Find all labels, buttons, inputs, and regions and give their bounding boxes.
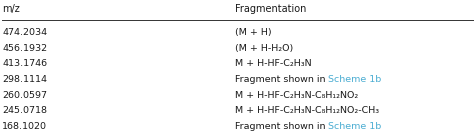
Text: (M + H-H₂O): (M + H-H₂O) [235, 44, 293, 53]
Text: 168.1020: 168.1020 [2, 122, 47, 131]
Text: 260.0597: 260.0597 [2, 91, 47, 100]
Text: 413.1746: 413.1746 [2, 59, 47, 68]
Text: m/z: m/z [2, 4, 20, 14]
Text: (M + H): (M + H) [235, 28, 271, 37]
Text: Scheme 1b: Scheme 1b [328, 75, 382, 84]
Text: 456.1932: 456.1932 [2, 44, 47, 53]
Text: Fragmentation: Fragmentation [235, 4, 306, 14]
Text: 474.2034: 474.2034 [2, 28, 47, 37]
Text: M + H-HF-C₂H₃N-C₈H₁₂NO₂-CH₃: M + H-HF-C₂H₃N-C₈H₁₂NO₂-CH₃ [235, 106, 379, 115]
Text: Fragment shown in: Fragment shown in [235, 122, 328, 131]
Text: M + H-HF-C₂H₃N-C₈H₁₂NO₂: M + H-HF-C₂H₃N-C₈H₁₂NO₂ [235, 91, 358, 100]
Text: 298.1114: 298.1114 [2, 75, 47, 84]
Text: Fragment shown in: Fragment shown in [235, 75, 328, 84]
Text: Scheme 1b: Scheme 1b [328, 122, 382, 131]
Text: M + H-HF-C₂H₃N: M + H-HF-C₂H₃N [235, 59, 311, 68]
Text: 245.0718: 245.0718 [2, 106, 47, 115]
